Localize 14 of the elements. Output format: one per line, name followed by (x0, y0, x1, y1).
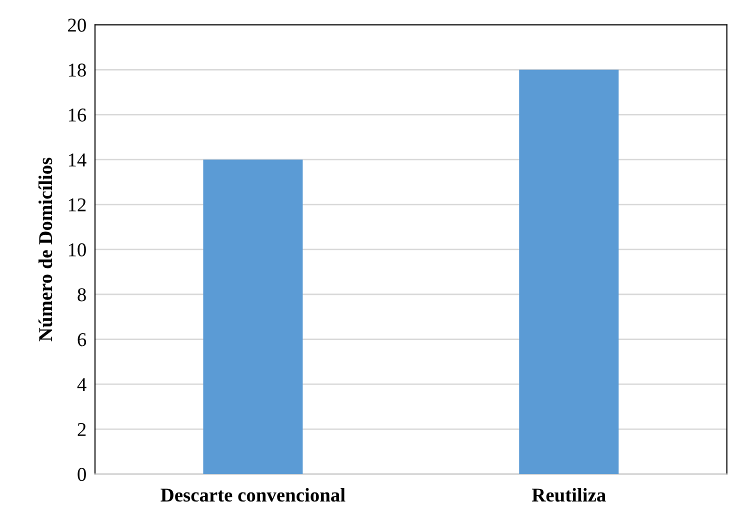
y-axis-title: Número de Domicílios (38, 158, 52, 342)
y-tick-label: 2 (78, 423, 86, 436)
y-tick-label: 14 (68, 154, 86, 166)
x-tick-label: Reutiliza (532, 488, 606, 502)
y-tick-label: 6 (78, 333, 86, 346)
y-tick-label: 18 (68, 64, 86, 77)
x-tick-label: Descarte convencional (160, 488, 346, 502)
y-tick-label: 4 (77, 378, 86, 391)
y-tick-label: 12 (68, 198, 86, 212)
y-tick-label: 10 (68, 243, 86, 256)
y-tick-label: 16 (68, 108, 86, 122)
y-tick-label: 20 (68, 18, 86, 32)
y-tick-label: 0 (78, 468, 86, 482)
y-tick-label: 8 (78, 288, 86, 302)
